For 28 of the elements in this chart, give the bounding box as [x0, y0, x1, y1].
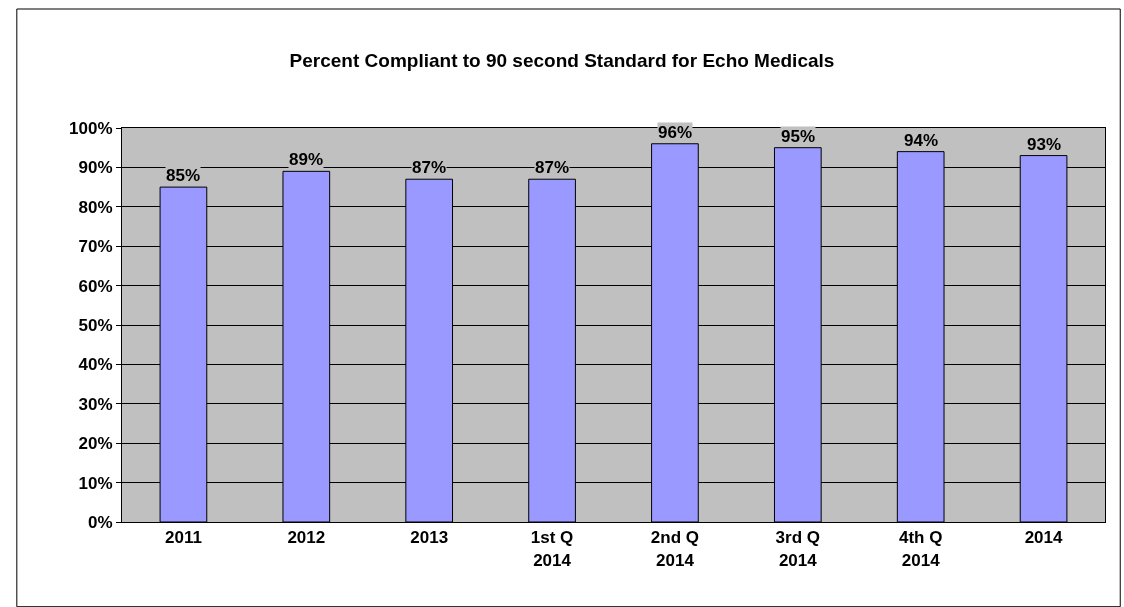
- x-tick-label: 4th Q 2014: [898, 528, 943, 570]
- y-tick-label: 70%: [78, 237, 113, 257]
- x-tick-label: 2012: [287, 528, 326, 548]
- y-tick-label: 30%: [78, 394, 113, 414]
- y-tick-label: 60%: [78, 276, 113, 296]
- y-tick-label: 10%: [78, 473, 113, 493]
- y-tick-label: 90%: [78, 158, 113, 178]
- y-tick-label: 50%: [78, 315, 113, 335]
- x-tick-label: 2011: [164, 528, 202, 548]
- x-tick-label: 2013: [410, 528, 449, 548]
- data-label: 94%: [904, 131, 939, 150]
- data-label: 85%: [166, 166, 201, 185]
- y-tick-label: 0%: [88, 512, 113, 532]
- x-tick-label: 2nd Q 2014: [650, 528, 700, 570]
- y-tick-label: 40%: [78, 355, 113, 375]
- data-label: 95%: [781, 127, 816, 146]
- chart-title: Percent Compliant to 90 second Standard for Echo Medicals: [289, 50, 835, 72]
- y-tick-label: 100%: [69, 118, 113, 138]
- y-tick-label: 80%: [78, 197, 113, 217]
- x-tick-label: 2014: [1024, 528, 1064, 548]
- x-tick-label: 1st Q 2014: [530, 528, 574, 570]
- data-label: 87%: [535, 158, 570, 177]
- y-tick-label: 20%: [78, 434, 113, 454]
- data-label: 89%: [289, 150, 324, 169]
- data-label: 93%: [1027, 135, 1062, 154]
- data-label: 87%: [412, 158, 447, 177]
- x-tick-label: 3rd Q 2014: [775, 528, 821, 570]
- data-label: 96%: [658, 123, 693, 142]
